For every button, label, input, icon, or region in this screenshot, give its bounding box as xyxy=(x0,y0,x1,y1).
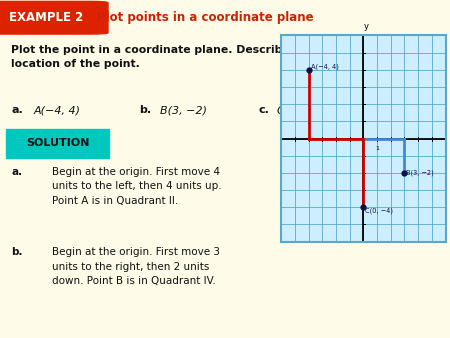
Text: y: y xyxy=(364,22,369,31)
Text: Plot the point in a coordinate plane. Describe the
location of the point.: Plot the point in a coordinate plane. De… xyxy=(11,45,314,69)
Text: Plot points in a coordinate plane: Plot points in a coordinate plane xyxy=(97,10,313,24)
Text: b.: b. xyxy=(140,105,152,115)
FancyBboxPatch shape xyxy=(6,129,109,158)
Text: SOLUTION: SOLUTION xyxy=(26,138,89,148)
Text: 1: 1 xyxy=(375,146,379,151)
Text: C(0, −4): C(0, −4) xyxy=(277,105,324,115)
Text: Begin at the origin. First move 4
units to the left, then 4 units up.
Point A is: Begin at the origin. First move 4 units … xyxy=(52,167,221,206)
Text: B(3, −2): B(3, −2) xyxy=(406,170,434,176)
Text: A(−4, 4): A(−4, 4) xyxy=(310,63,338,70)
Text: B(3, −2): B(3, −2) xyxy=(160,105,207,115)
Text: b.: b. xyxy=(11,247,23,257)
Text: C(0, −4): C(0, −4) xyxy=(365,207,393,214)
Text: EXAMPLE 2: EXAMPLE 2 xyxy=(9,10,83,24)
Text: c.: c. xyxy=(259,105,270,115)
Text: a.: a. xyxy=(11,167,22,177)
FancyBboxPatch shape xyxy=(0,1,108,34)
Text: Begin at the origin. First move 3
units to the right, then 2 units
down. Point B: Begin at the origin. First move 3 units … xyxy=(52,247,220,286)
Text: a.: a. xyxy=(11,105,23,115)
Text: A(−4, 4): A(−4, 4) xyxy=(34,105,81,115)
